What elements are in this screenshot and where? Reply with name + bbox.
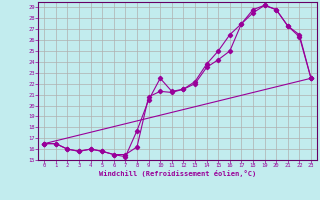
X-axis label: Windchill (Refroidissement éolien,°C): Windchill (Refroidissement éolien,°C) — [99, 170, 256, 177]
